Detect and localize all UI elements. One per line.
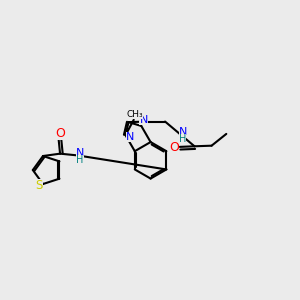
Text: O: O [55, 127, 65, 140]
Text: O: O [169, 141, 179, 154]
Text: S: S [35, 179, 43, 192]
Text: H: H [179, 134, 186, 144]
Text: N: N [178, 127, 187, 137]
Text: CH₃: CH₃ [127, 110, 143, 119]
Text: N: N [76, 148, 84, 158]
Text: H: H [76, 155, 83, 165]
Text: N: N [140, 115, 148, 125]
Text: N: N [126, 133, 134, 142]
